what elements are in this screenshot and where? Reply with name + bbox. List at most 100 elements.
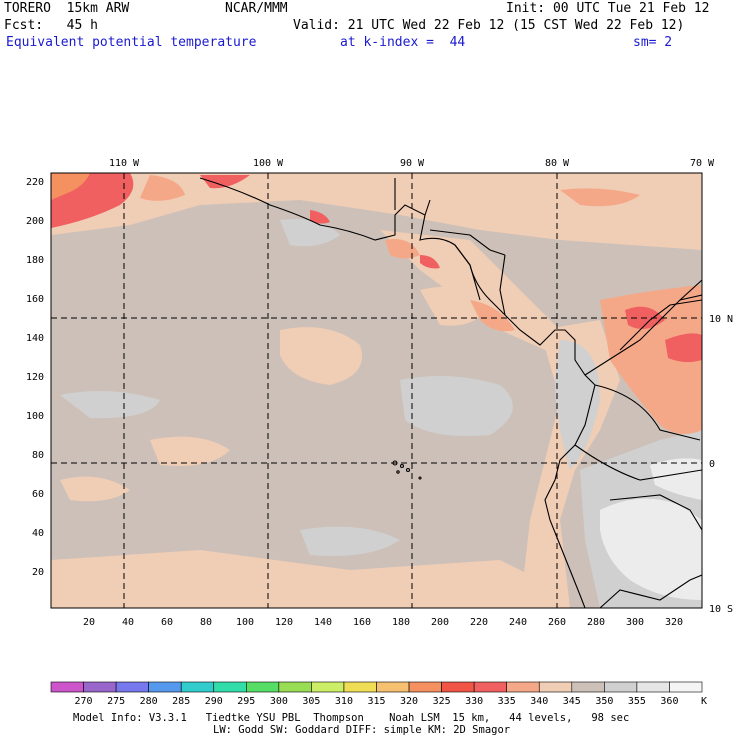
y-tick-label: 220 bbox=[26, 177, 44, 188]
model-title: TORERO 15km ARW bbox=[4, 1, 130, 16]
color-bar-swatch bbox=[180, 681, 215, 693]
theta-e-south-band bbox=[51, 550, 540, 608]
theta-e-ocean-patch-1 bbox=[280, 327, 362, 385]
theta-e-ocean-patch-2 bbox=[420, 286, 490, 326]
color-bar-swatch bbox=[506, 681, 540, 693]
x-tick-label: 140 bbox=[314, 617, 332, 628]
x-tick-label: 40 bbox=[122, 617, 134, 628]
color-bar-label: 280 bbox=[140, 696, 158, 707]
color-bar-swatch bbox=[604, 681, 638, 693]
theta-e-warmest-nw bbox=[51, 173, 90, 200]
x-tick-label: 20 bbox=[83, 617, 95, 628]
x-tick-label: 60 bbox=[161, 617, 173, 628]
color-bar-label: 330 bbox=[465, 696, 483, 707]
color-bar bbox=[50, 681, 703, 693]
color-bar-label: 285 bbox=[172, 696, 190, 707]
color-bar-swatch bbox=[441, 681, 475, 693]
footer-physics-info: LW: Godd SW: Goddard DIFF: simple KM: 2D… bbox=[213, 724, 511, 736]
color-bar-swatch bbox=[115, 681, 149, 693]
theta-e-warm-patch-4 bbox=[385, 239, 420, 259]
color-bar-swatch bbox=[311, 681, 345, 693]
color-bar-label: 275 bbox=[107, 696, 125, 707]
y-tick-label: 40 bbox=[32, 528, 44, 539]
color-bar-swatch bbox=[278, 681, 312, 693]
x-tick-label: 200 bbox=[431, 617, 449, 628]
color-bar-swatch bbox=[83, 681, 117, 693]
lat-label: 0 bbox=[709, 459, 715, 470]
theta-e-warm-patch-1 bbox=[140, 175, 185, 201]
x-tick-label: 160 bbox=[353, 617, 371, 628]
center-label: NCAR/MMM bbox=[225, 1, 288, 16]
color-bar-swatch bbox=[343, 681, 377, 693]
lon-label: 80 W bbox=[545, 158, 570, 169]
y-tick-label: 60 bbox=[32, 489, 44, 500]
x-tick-label: 80 bbox=[200, 617, 212, 628]
theta-e-ocean-patch-3 bbox=[150, 436, 230, 466]
smoothing-label: sm= 2 bbox=[633, 35, 673, 50]
color-bar-swatch bbox=[669, 681, 703, 693]
theta-e-warm-patch-5 bbox=[420, 255, 440, 269]
color-bar-swatch bbox=[376, 681, 410, 693]
color-bar-swatch bbox=[538, 681, 573, 693]
color-bar-label: 305 bbox=[302, 696, 320, 707]
x-tick-label: 280 bbox=[587, 617, 605, 628]
color-bar-swatch bbox=[408, 681, 442, 693]
color-bar-label: 320 bbox=[400, 696, 418, 707]
x-tick-label: 260 bbox=[548, 617, 566, 628]
y-tick-label: 160 bbox=[26, 294, 44, 305]
theta-e-warm-patch-6 bbox=[470, 300, 515, 332]
lat-labels: 10 N 0 10 S bbox=[709, 314, 733, 615]
color-bar-label: 360 bbox=[660, 696, 678, 707]
theta-e-ocean-patch-4 bbox=[60, 476, 130, 502]
theta-e-highland-1 bbox=[600, 498, 702, 600]
theta-e-warm-colombia bbox=[600, 285, 702, 434]
y-axis-ticks: 220 200 180 160 140 120 100 80 60 40 20 bbox=[26, 177, 44, 578]
color-bar-label: 355 bbox=[628, 696, 646, 707]
color-bar-label: 345 bbox=[563, 696, 581, 707]
color-bar-swatch bbox=[148, 681, 182, 693]
graticule bbox=[51, 173, 702, 608]
x-axis-ticks: 20 40 60 80 100 120 140 160 180 200 220 … bbox=[83, 617, 683, 628]
color-bar-label: 270 bbox=[75, 696, 93, 707]
y-tick-label: 120 bbox=[26, 372, 44, 383]
plot-frame bbox=[50, 172, 703, 609]
theta-e-grey-patch-2 bbox=[400, 376, 513, 436]
y-tick-label: 100 bbox=[26, 411, 44, 422]
lon-label: 90 W bbox=[400, 158, 425, 169]
footer-model-info: Model Info: V3.3.1 Tiedtke YSU PBL Thomp… bbox=[73, 712, 630, 724]
theta-e-warm-patch-8 bbox=[665, 333, 702, 363]
color-bar-label: 295 bbox=[237, 696, 255, 707]
color-bar-label: 340 bbox=[530, 696, 548, 707]
lon-label: 110 W bbox=[109, 158, 140, 169]
map-plot-area bbox=[51, 173, 702, 608]
color-bar-swatch bbox=[636, 681, 670, 693]
y-tick-label: 20 bbox=[32, 567, 44, 578]
y-tick-label: 200 bbox=[26, 216, 44, 227]
y-tick-label: 180 bbox=[26, 255, 44, 266]
color-bar-label: 315 bbox=[367, 696, 385, 707]
field-name: Equivalent potential temperature bbox=[6, 35, 257, 50]
x-tick-label: 240 bbox=[509, 617, 527, 628]
theta-e-warm-patch-2 bbox=[200, 175, 250, 189]
lat-label: 10 S bbox=[709, 604, 733, 615]
forecast-hour: Fcst: 45 h bbox=[4, 18, 98, 33]
init-time: Init: 00 UTC Tue 21 Feb 12 bbox=[506, 1, 710, 16]
color-bar-swatch bbox=[213, 681, 247, 693]
lon-label: 100 W bbox=[253, 158, 284, 169]
theta-e-grey-patch-4 bbox=[300, 526, 400, 556]
x-tick-label: 120 bbox=[275, 617, 293, 628]
color-bar-swatch bbox=[50, 681, 84, 693]
color-bar-label: 335 bbox=[498, 696, 516, 707]
coastlines bbox=[199, 177, 702, 608]
color-bar-label: 350 bbox=[595, 696, 613, 707]
color-bar-label: 310 bbox=[335, 696, 353, 707]
valid-time: Valid: 21 UTC Wed 22 Feb 12 (15 CST Wed … bbox=[293, 18, 685, 33]
x-tick-label: 180 bbox=[392, 617, 410, 628]
lat-label: 10 N bbox=[709, 314, 733, 325]
theta-e-grey-patch-1 bbox=[60, 391, 160, 419]
color-bar-label: 325 bbox=[433, 696, 451, 707]
theta-e-warm-patch-9 bbox=[560, 188, 640, 207]
color-bar-swatch bbox=[246, 681, 280, 693]
y-tick-label: 140 bbox=[26, 333, 44, 344]
